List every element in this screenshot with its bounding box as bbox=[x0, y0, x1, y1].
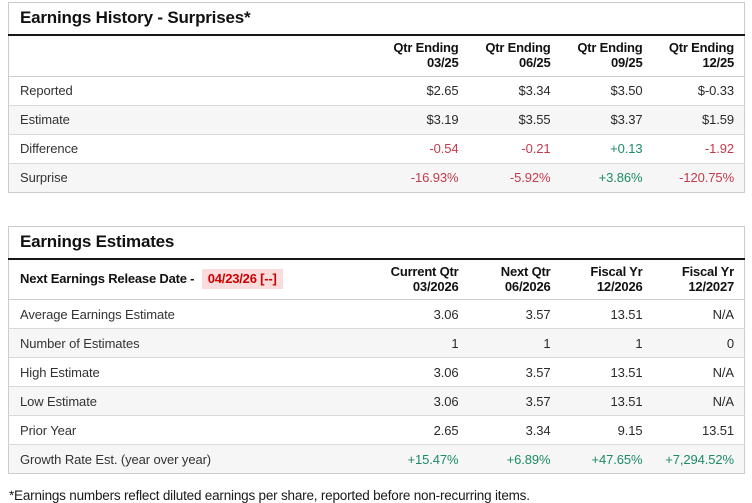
row-label: Number of Estimates bbox=[8, 328, 377, 358]
cell-value: -1.92 bbox=[652, 133, 745, 164]
column-header-empty bbox=[8, 35, 377, 77]
column-header: Qtr Ending 09/25 bbox=[560, 35, 653, 77]
column-header-row: Qtr Ending 03/25 Qtr Ending 06/25 Qtr En… bbox=[8, 35, 745, 77]
cell-value: N/A bbox=[712, 306, 734, 322]
table-row: Prior Year 2.65 3.34 9.15 13.51 bbox=[8, 415, 745, 445]
table-row: Estimate $3.19 $3.55 $3.37 $1.59 bbox=[8, 104, 745, 135]
cell-value: 13.51 bbox=[610, 306, 643, 322]
section-title: Earnings History - Surprises* bbox=[8, 2, 745, 36]
row-label: High Estimate bbox=[8, 357, 377, 387]
section-title-row: Earnings History - Surprises* bbox=[8, 2, 745, 36]
cell-value: 13.51 bbox=[560, 357, 653, 387]
column-header-row: Next Earnings Release Date - 04/23/26 [-… bbox=[8, 258, 745, 301]
row-label: Low Estimate bbox=[8, 386, 377, 416]
cell-value: +6.89% bbox=[468, 444, 561, 474]
cell-value: -120.75% bbox=[652, 162, 745, 193]
cell-value: 3.57 bbox=[525, 306, 551, 322]
next-earnings-release: Next Earnings Release Date - 04/23/26 [-… bbox=[8, 258, 377, 301]
table-row: Difference -0.54 -0.21 +0.13 -1.92 bbox=[8, 133, 745, 164]
cell-value: +0.13 bbox=[560, 133, 653, 164]
earnings-page: Earnings History - Surprises* Qtr Ending… bbox=[8, 2, 746, 503]
cell-value: +7,294.52% bbox=[652, 444, 745, 474]
cell-value: N/A bbox=[652, 386, 745, 416]
cell-value: 1 bbox=[560, 328, 653, 358]
row-label: Estimate bbox=[8, 104, 377, 135]
table-row: Reported $2.65 $3.34 $3.50 $-0.33 bbox=[9, 76, 745, 105]
cell-value: 3.06 bbox=[376, 357, 469, 387]
row-label: Prior Year bbox=[8, 415, 377, 445]
table-row: Average Earnings Estimate 3.06 3.57 13.5… bbox=[9, 300, 745, 329]
release-date-label: Next Earnings Release Date - bbox=[20, 271, 198, 287]
row-label: Reported bbox=[20, 83, 73, 99]
cell-value: $2.65 bbox=[426, 83, 459, 99]
earnings-history-table: Earnings History - Surprises* Qtr Ending… bbox=[8, 2, 746, 193]
cell-value: 3.06 bbox=[433, 306, 459, 322]
cell-value: 1 bbox=[376, 328, 469, 358]
table-row: Number of Estimates 1 1 1 0 bbox=[8, 328, 745, 358]
table-row: Low Estimate 3.06 3.57 13.51 N/A bbox=[8, 386, 745, 416]
cell-value: 3.06 bbox=[376, 386, 469, 416]
cell-value: -0.54 bbox=[376, 133, 469, 164]
row-label: Growth Rate Est. (year over year) bbox=[8, 444, 377, 474]
section-title: Earnings Estimates bbox=[8, 226, 745, 260]
cell-value: 13.51 bbox=[652, 415, 745, 445]
cell-value: 1 bbox=[468, 328, 561, 358]
cell-value: N/A bbox=[652, 357, 745, 387]
cell-value: 3.57 bbox=[468, 386, 561, 416]
table-row: High Estimate 3.06 3.57 13.51 N/A bbox=[8, 357, 745, 387]
cell-value: $-0.33 bbox=[697, 83, 735, 99]
cell-value: 2.65 bbox=[376, 415, 469, 445]
column-header: Fiscal Yr 12/2026 bbox=[560, 258, 653, 301]
cell-value: $3.34 bbox=[518, 83, 551, 99]
row-label: Surprise bbox=[8, 162, 377, 193]
row-label: Average Earnings Estimate bbox=[20, 306, 175, 322]
cell-value: -16.93% bbox=[376, 162, 469, 193]
section-gap bbox=[8, 193, 744, 226]
cell-value: $3.50 bbox=[610, 83, 643, 99]
cell-value: 9.15 bbox=[560, 415, 653, 445]
section-title-row: Earnings Estimates bbox=[8, 226, 745, 260]
earnings-estimates-table: Earnings Estimates Next Earnings Release… bbox=[8, 225, 745, 475]
cell-value: $3.55 bbox=[468, 104, 561, 135]
column-header: Qtr Ending 06/25 bbox=[468, 35, 561, 77]
cell-value: $1.59 bbox=[652, 104, 745, 135]
column-header: Next Qtr 06/2026 bbox=[468, 258, 561, 301]
cell-value: 13.51 bbox=[560, 386, 653, 416]
column-header: Fiscal Yr 12/2027 bbox=[652, 258, 745, 301]
cell-value: 3.34 bbox=[468, 415, 561, 445]
cell-value: +15.47% bbox=[376, 444, 469, 474]
cell-value: $3.37 bbox=[560, 104, 653, 135]
release-date-flag[interactable]: 04/23/26 [--] bbox=[201, 269, 283, 289]
column-header: Qtr Ending 12/25 bbox=[652, 35, 745, 77]
row-label: Difference bbox=[8, 133, 377, 164]
cell-value: 3.57 bbox=[468, 357, 561, 387]
cell-value: -5.92% bbox=[468, 162, 561, 193]
cell-value: -0.21 bbox=[468, 133, 561, 164]
footnote: *Earnings numbers reflect diluted earnin… bbox=[9, 488, 530, 503]
column-header: Qtr Ending 03/25 bbox=[376, 35, 469, 77]
table-row: Surprise -16.93% -5.92% +3.86% -120.75% bbox=[8, 162, 745, 193]
cell-value: $3.19 bbox=[376, 104, 469, 135]
table-row: Growth Rate Est. (year over year) +15.47… bbox=[8, 444, 745, 474]
cell-value: +47.65% bbox=[560, 444, 653, 474]
cell-value: +3.86% bbox=[560, 162, 653, 193]
column-header: Current Qtr 03/2026 bbox=[376, 258, 469, 301]
cell-value: 0 bbox=[652, 328, 745, 358]
